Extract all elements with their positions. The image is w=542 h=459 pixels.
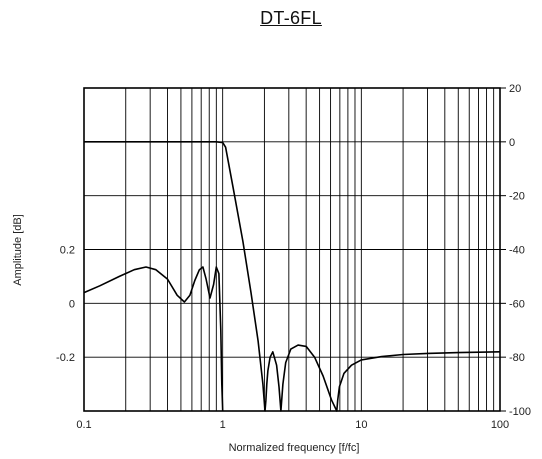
amplitude-response-line bbox=[84, 141, 501, 412]
y-left-tick-label: -0.2 bbox=[56, 352, 75, 364]
passband-ripple-line bbox=[83, 266, 224, 412]
chart-title: DT-6FL bbox=[260, 8, 322, 28]
x-tick-label: 10 bbox=[355, 419, 367, 431]
x-tick-label: 0.1 bbox=[76, 419, 91, 431]
y-left-tick-label: 0 bbox=[69, 298, 75, 310]
y-right-tick-label: 20 bbox=[509, 83, 521, 95]
x-axis-label: Normalized frequency [f/fc] bbox=[229, 442, 360, 454]
y-right-tick-label: 0 bbox=[509, 137, 515, 149]
x-tick-label: 100 bbox=[491, 419, 509, 431]
y-right-tick-label: -20 bbox=[509, 191, 525, 203]
y-right-tick-label: -60 bbox=[509, 298, 525, 310]
y-axis-label: Amplitude [dB] bbox=[12, 214, 24, 286]
y-right-tick-label: -100 bbox=[509, 406, 531, 418]
grid bbox=[84, 88, 500, 411]
x-tick-label: 1 bbox=[220, 419, 226, 431]
y-right-tick-label: -80 bbox=[509, 352, 525, 364]
tick-labels: 0.1 1 10 100 20 0 -20 -40 -60 -80 -100 0.2 0 -0.2 bbox=[56, 83, 531, 431]
y-right-tick-label: -40 bbox=[509, 245, 525, 257]
series-lines bbox=[83, 141, 501, 412]
y-left-tick-label: 0.2 bbox=[60, 245, 75, 257]
